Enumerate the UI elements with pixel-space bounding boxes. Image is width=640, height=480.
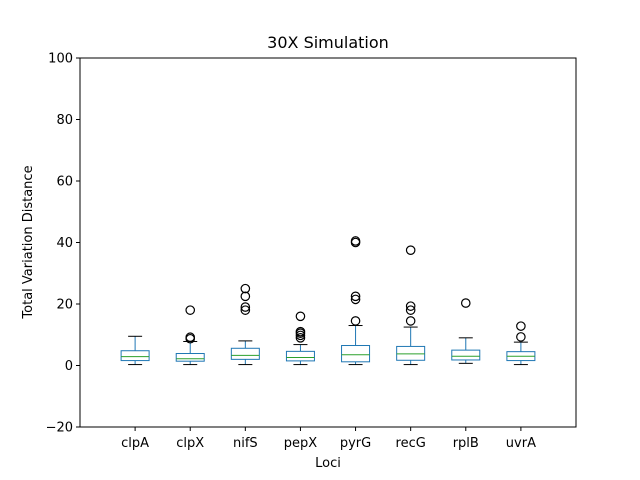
- y-axis-label: Total Variation Distance: [21, 165, 36, 319]
- outlier-point: [240, 283, 251, 294]
- y-tick-label: 60: [56, 175, 73, 190]
- box-clpA: [120, 335, 150, 366]
- y-tick-label: 100: [48, 52, 73, 67]
- chart-title: 30X Simulation: [267, 33, 389, 52]
- x-axis: clpA clpX nifS pepX pyrG recG rplB uvrA: [121, 427, 536, 451]
- outlier-point: [516, 332, 526, 342]
- outlier-point: [405, 305, 416, 315]
- outlier-point: [185, 332, 196, 343]
- outlier-point: [405, 245, 416, 255]
- box-pepX: [285, 311, 315, 366]
- x-tick-label-clpX: clpX: [176, 436, 204, 451]
- x-tick-label-uvrA: uvrA: [506, 436, 536, 451]
- x-tick-label-pyrG: pyrG: [340, 436, 371, 451]
- outlier-point: [295, 333, 306, 343]
- outlier-point: [350, 291, 361, 302]
- box-iqr: [451, 349, 481, 361]
- outlier-point: [240, 291, 251, 302]
- x-tick-label-rplB: rplB: [453, 436, 479, 451]
- outlier-point: [405, 301, 416, 311]
- box-iqr: [285, 350, 315, 362]
- box-nifS: [230, 283, 260, 366]
- box-clpX: [175, 305, 205, 366]
- outlier-point: [350, 236, 361, 246]
- x-tick-label-nifS: nifS: [233, 436, 258, 451]
- x-tick-label-clpA: clpA: [121, 436, 149, 451]
- outlier-point: [460, 298, 471, 308]
- box-series: [120, 236, 536, 366]
- outlier-point: [295, 326, 306, 337]
- box-iqr: [120, 350, 150, 362]
- outlier-point: [240, 305, 251, 315]
- outlier-point: [295, 311, 306, 322]
- y-tick-label: 20: [56, 298, 73, 313]
- y-axis: −20 0 20 40 60 80 100: [46, 52, 80, 436]
- outlier-point: [405, 316, 416, 326]
- outlier-point: [185, 305, 196, 315]
- y-tick-label: 40: [56, 236, 73, 251]
- box-rplB: [451, 298, 481, 364]
- outlier-point: [240, 302, 251, 312]
- y-tick-label: −20: [46, 421, 73, 436]
- x-tick-label-recG: recG: [396, 436, 426, 451]
- box-iqr: [341, 345, 371, 363]
- outlier-point: [350, 316, 361, 326]
- outlier-point: [350, 294, 361, 305]
- box-pyrG: [341, 236, 371, 366]
- box-iqr: [175, 353, 205, 362]
- box-uvrA: [506, 321, 536, 366]
- y-tick-label: 80: [56, 113, 73, 128]
- x-tick-label-pepX: pepX: [284, 436, 318, 451]
- box-recG: [396, 245, 426, 366]
- box-iqr: [230, 347, 260, 360]
- outlier-point: [516, 321, 526, 331]
- plot-area-frame: [79, 57, 577, 428]
- y-tick-label: 0: [65, 359, 73, 374]
- x-axis-label: Loci: [315, 456, 341, 471]
